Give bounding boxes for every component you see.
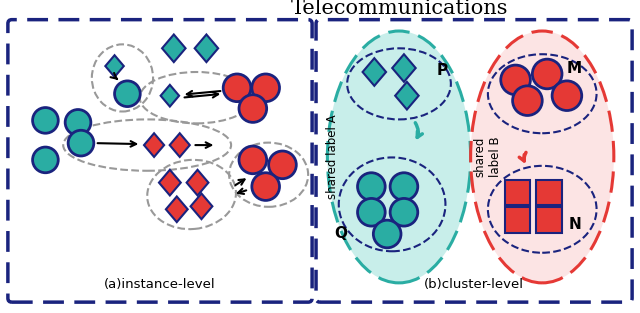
Bar: [505, 180, 531, 205]
FancyBboxPatch shape: [316, 20, 632, 302]
Text: shared label A: shared label A: [326, 115, 339, 199]
Text: shared
label B: shared label B: [474, 137, 502, 177]
Circle shape: [239, 146, 267, 174]
Circle shape: [390, 173, 418, 200]
Text: (a)instance-level: (a)instance-level: [104, 278, 216, 291]
Circle shape: [33, 147, 58, 173]
Ellipse shape: [328, 31, 470, 283]
Text: P: P: [436, 63, 447, 78]
Bar: [536, 180, 562, 205]
Ellipse shape: [470, 31, 614, 283]
Text: N: N: [569, 217, 582, 232]
Circle shape: [500, 65, 531, 95]
Circle shape: [68, 130, 94, 156]
Circle shape: [532, 59, 562, 89]
Text: (b)cluster-level: (b)cluster-level: [424, 278, 524, 291]
Text: Telecommunications: Telecommunications: [291, 0, 508, 18]
Circle shape: [223, 74, 251, 102]
Polygon shape: [170, 133, 190, 157]
Polygon shape: [162, 34, 186, 62]
Circle shape: [552, 81, 582, 110]
Polygon shape: [144, 133, 164, 157]
Polygon shape: [395, 82, 419, 110]
FancyBboxPatch shape: [8, 20, 312, 302]
Circle shape: [239, 95, 267, 122]
Circle shape: [373, 220, 401, 248]
Polygon shape: [106, 55, 124, 77]
Circle shape: [33, 108, 58, 133]
Polygon shape: [166, 197, 188, 222]
Polygon shape: [195, 34, 218, 62]
Circle shape: [252, 74, 280, 102]
Bar: [505, 207, 531, 233]
Polygon shape: [161, 85, 179, 106]
Polygon shape: [159, 170, 180, 195]
Text: M: M: [567, 60, 582, 75]
Circle shape: [358, 198, 385, 226]
Polygon shape: [191, 193, 212, 219]
Circle shape: [513, 86, 542, 115]
Circle shape: [115, 81, 140, 106]
Circle shape: [269, 151, 296, 179]
Polygon shape: [392, 54, 416, 82]
Text: Q: Q: [335, 227, 348, 242]
Bar: [536, 207, 562, 233]
Polygon shape: [363, 58, 386, 86]
Circle shape: [358, 173, 385, 200]
Circle shape: [252, 173, 280, 200]
Circle shape: [65, 110, 91, 135]
Circle shape: [390, 198, 418, 226]
Polygon shape: [187, 170, 209, 195]
